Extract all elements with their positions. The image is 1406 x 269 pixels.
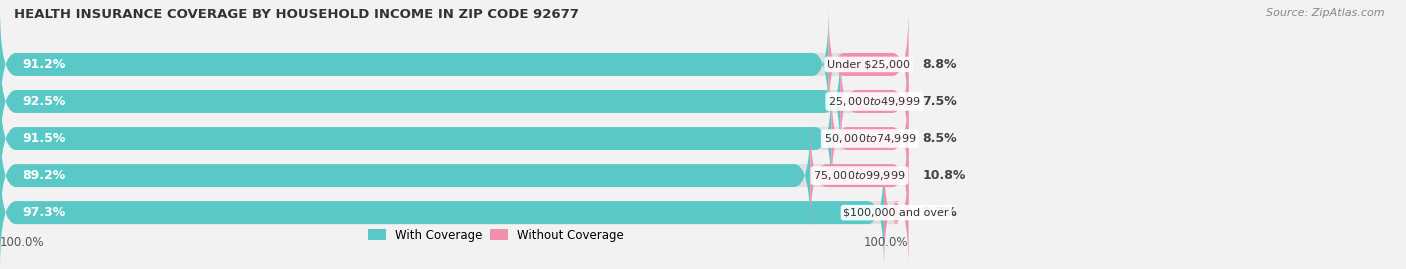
Text: 92.5%: 92.5% [22,95,66,108]
Text: $25,000 to $49,999: $25,000 to $49,999 [828,95,921,108]
Text: 100.0%: 100.0% [865,236,908,249]
FancyBboxPatch shape [0,121,908,231]
Text: 89.2%: 89.2% [22,169,66,182]
Text: 8.5%: 8.5% [922,132,956,145]
FancyBboxPatch shape [0,46,841,157]
Text: $50,000 to $74,999: $50,000 to $74,999 [824,132,917,145]
FancyBboxPatch shape [0,83,831,194]
FancyBboxPatch shape [0,157,908,268]
FancyBboxPatch shape [0,157,884,268]
Text: 91.5%: 91.5% [22,132,66,145]
Text: 97.3%: 97.3% [22,206,66,219]
Text: Under $25,000: Under $25,000 [827,59,910,69]
Text: $100,000 and over: $100,000 and over [844,208,949,218]
FancyBboxPatch shape [0,9,908,120]
FancyBboxPatch shape [0,9,828,120]
Text: 8.8%: 8.8% [922,58,956,71]
FancyBboxPatch shape [841,46,908,157]
FancyBboxPatch shape [831,83,908,194]
FancyBboxPatch shape [0,46,908,157]
FancyBboxPatch shape [884,157,908,268]
Text: $75,000 to $99,999: $75,000 to $99,999 [813,169,905,182]
Text: 100.0%: 100.0% [0,236,45,249]
FancyBboxPatch shape [828,9,908,120]
Text: Source: ZipAtlas.com: Source: ZipAtlas.com [1267,8,1385,18]
FancyBboxPatch shape [0,83,908,194]
Text: 7.5%: 7.5% [922,95,957,108]
Text: 10.8%: 10.8% [922,169,966,182]
Text: HEALTH INSURANCE COVERAGE BY HOUSEHOLD INCOME IN ZIP CODE 92677: HEALTH INSURANCE COVERAGE BY HOUSEHOLD I… [14,8,579,21]
FancyBboxPatch shape [810,121,908,231]
Legend: With Coverage, Without Coverage: With Coverage, Without Coverage [364,224,628,246]
Text: 91.2%: 91.2% [22,58,66,71]
FancyBboxPatch shape [0,121,810,231]
Text: 2.7%: 2.7% [922,206,957,219]
